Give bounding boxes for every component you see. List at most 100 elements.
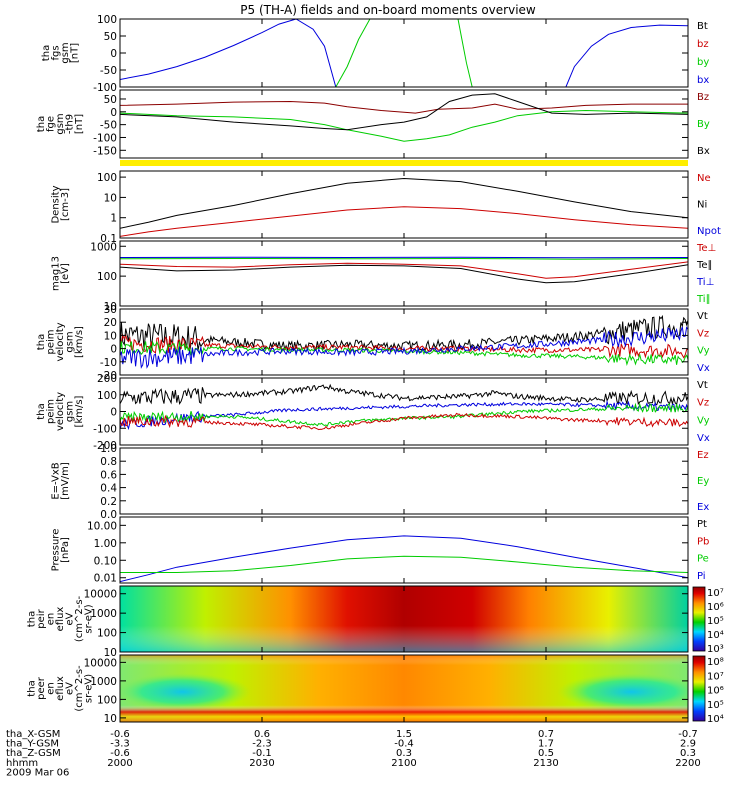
panel-electron-spectrogram: 10⁸ 10⁷ 10⁶ 10⁵ 10⁴ 10000 1000 100 10 thapeerenef… bbox=[27, 654, 724, 725]
fge-ytick-label: -100 bbox=[93, 132, 117, 144]
fge-ytick-label: 50 bbox=[104, 94, 117, 106]
fgs-legend-label: bx bbox=[697, 75, 709, 86]
ylabel-line: [cm-3] bbox=[60, 188, 71, 221]
ylabel-line: [nPa] bbox=[60, 537, 71, 563]
fge-legend-label: Bx bbox=[697, 146, 710, 157]
pressure-legend-label: Pt bbox=[697, 519, 707, 530]
mag-series-0 bbox=[120, 256, 688, 259]
ylabel-line: Density bbox=[50, 185, 61, 223]
xaxis-value: -0.6 bbox=[110, 748, 130, 759]
ylabel-line: en bbox=[46, 682, 57, 695]
pressure-ytick-label: 0.10 bbox=[94, 555, 117, 567]
ion-spectrogram-colorbar-label: 10⁷ bbox=[707, 588, 724, 599]
panel-efield: Ez Ey Ex 1.00.80.6 0.40.20.0 E=-VxB[mV/m] bbox=[50, 443, 709, 521]
electron-spectrogram-ylabel: thapeerenefluxeV(cm^2-s-sr-eV) bbox=[27, 665, 95, 712]
panel-fgs: Bt bz by bx 100 50 0 -50 -100 thafgsgsm[nT] bbox=[41, 14, 710, 94]
xaxis-value: 2130 bbox=[533, 758, 558, 769]
ylabel-line: -th9 bbox=[65, 114, 76, 134]
fgs-series-3 bbox=[565, 24, 688, 87]
mag-series-1 bbox=[120, 257, 688, 260]
fge-series-1 bbox=[120, 109, 688, 142]
pressure-legend-label: Pi bbox=[697, 571, 706, 582]
ylabel-line: peir bbox=[36, 608, 47, 628]
panel-mag: Te⊥ Te∥ Ti⊥ Ti∥ 1000 100 10 mag13[eV] bbox=[50, 240, 716, 313]
ylabel-line: [km/s] bbox=[74, 395, 85, 427]
electron-flux-shade bbox=[120, 655, 688, 722]
velocity-esa-ytick-label: -20 bbox=[100, 370, 117, 382]
mag-series-2 bbox=[120, 261, 688, 279]
velocity-gsm-ylabel: thapeimvelocitygsm[km/s] bbox=[36, 392, 85, 431]
ylabel-line: eV bbox=[65, 682, 76, 695]
ylabel-line: gsm bbox=[60, 42, 71, 63]
xaxis-row-label: tha_X-GSM bbox=[6, 729, 60, 740]
fgs-ytick-label: 100 bbox=[97, 14, 117, 26]
fgs-ytick-label: -50 bbox=[100, 65, 117, 77]
panel-velocity-esa: VtVzVyVx3020100-10-20thapeimvelocitygsm[… bbox=[36, 304, 710, 382]
efield-ytick-label: 1.0 bbox=[100, 443, 117, 455]
fge-ylabel: thafgegsm-th9[nT] bbox=[36, 113, 85, 134]
velocity-gsm-legend-label: Vz bbox=[697, 398, 709, 409]
ion-spectrogram-colorbar-label: 10⁴ bbox=[707, 630, 724, 641]
velocity-gsm-series-0 bbox=[120, 383, 688, 406]
ylabel-line: [km/s] bbox=[74, 326, 85, 358]
ion-spectrogram-ylabel: thapeirenefluxeV(cm^2-s-sr-eV) bbox=[27, 595, 95, 642]
ylabel-line: gsm bbox=[65, 401, 76, 422]
xaxis-value: 0.3 bbox=[396, 748, 412, 759]
xaxis-value: 2100 bbox=[391, 758, 416, 769]
ylabel-line: sr-eV) bbox=[84, 674, 95, 703]
electron-spectrogram-ytick-label: 100 bbox=[97, 694, 117, 706]
ylabel-line: en bbox=[46, 613, 57, 626]
fge-ytick-label: -150 bbox=[93, 145, 117, 157]
ylabel-line: tha bbox=[36, 334, 47, 350]
electron-spectrogram-colorbar-label: 10⁸ bbox=[707, 657, 724, 668]
mag-ylabel: mag13[eV] bbox=[50, 256, 71, 291]
pressure-ytick-label: 10.00 bbox=[87, 520, 117, 532]
flag-bar bbox=[120, 160, 688, 166]
xaxis-row-label: hhmm bbox=[6, 758, 38, 769]
xaxis-value: 0.6 bbox=[254, 729, 270, 740]
ion-spectrogram-colorbar bbox=[692, 586, 706, 652]
efield-ytick-label: 0.4 bbox=[100, 483, 117, 495]
ylabel-line: [mV/m] bbox=[60, 462, 71, 500]
xaxis-value: -0.4 bbox=[394, 739, 414, 750]
density-legend-label: Npot bbox=[697, 226, 721, 237]
velocity-gsm-ytick-label: -100 bbox=[93, 423, 117, 435]
velocity-gsm-legend-label: Vy bbox=[697, 415, 710, 426]
electron-spectrogram-colorbar bbox=[692, 655, 706, 722]
ion-spectrogram-colorbar-label: 10⁵ bbox=[707, 616, 724, 627]
ylabel-line: fge bbox=[46, 116, 57, 132]
velocity-gsm-ytick-label: -200 bbox=[93, 440, 117, 452]
ion-spectrogram-colorbar-label: 10³ bbox=[707, 644, 724, 655]
pressure-legend-label: Pb bbox=[697, 536, 709, 547]
xaxis-value: -0.7 bbox=[678, 729, 698, 740]
xaxis-value: -2.3 bbox=[252, 739, 272, 750]
ylabel-line: tha bbox=[41, 45, 52, 61]
ylabel-line: mag13 bbox=[50, 256, 61, 291]
fgs-frame bbox=[119, 18, 689, 88]
fge-series-2 bbox=[120, 93, 688, 131]
ylabel-line: E=-VxB bbox=[50, 462, 61, 499]
density-frame bbox=[119, 170, 689, 239]
velocity-gsm-legend-label: Vt bbox=[697, 380, 708, 391]
velocity-esa-ytick-label: 0 bbox=[110, 344, 117, 356]
pressure-ytick-label: 1.00 bbox=[94, 538, 117, 550]
velocity-gsm-ytick-label: 0 bbox=[110, 407, 117, 419]
ylabel-line: peer bbox=[36, 676, 47, 700]
ylabel-line: gsm bbox=[55, 113, 66, 134]
pressure-legend-label: Pe bbox=[697, 554, 709, 565]
fgs-legend-label: Bt bbox=[697, 21, 708, 32]
ylabel-line: fgs bbox=[50, 45, 61, 60]
velocity-esa-series-3 bbox=[120, 326, 688, 369]
xaxis-value: -0.6 bbox=[110, 729, 130, 740]
electron-spectrogram-colorbar-label: 10⁷ bbox=[707, 671, 724, 682]
ylabel-line: tha bbox=[27, 680, 38, 696]
xaxis-row-label: tha_Z-GSM bbox=[6, 748, 61, 759]
velocity-esa-ytick-label: 30 bbox=[104, 304, 117, 316]
velocity-esa-legend-label: Vy bbox=[697, 346, 710, 357]
panel-density: Ne Ni Npot 100 10 1 0.1 Density[cm-3] bbox=[50, 170, 721, 245]
xaxis-value: 2200 bbox=[675, 758, 700, 769]
ylabel-line: eV bbox=[65, 612, 76, 625]
efield-legend-label: Ex bbox=[697, 502, 709, 513]
xaxis-value: 2030 bbox=[249, 758, 274, 769]
